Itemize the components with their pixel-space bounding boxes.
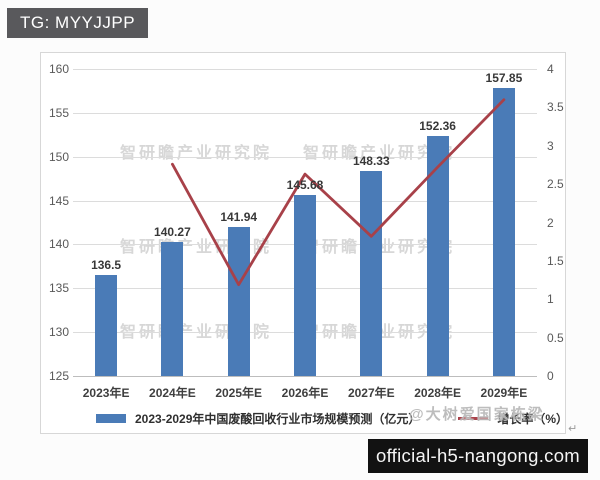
left-axis-tick: 150 bbox=[48, 149, 69, 164]
gridline bbox=[73, 156, 537, 158]
left-axis-tick: 130 bbox=[48, 325, 69, 340]
gridline bbox=[73, 69, 537, 70]
legend-growth-rate-label: 增长率（%） bbox=[497, 412, 569, 426]
paragraph-return-icon: ↵ bbox=[568, 423, 578, 435]
left-axis-tick: 160 bbox=[48, 62, 69, 76]
right-axis-tick: 2 bbox=[547, 215, 554, 230]
left-axis-tick: 140 bbox=[48, 237, 69, 252]
bar-value-label: 148.33 bbox=[352, 154, 390, 169]
left-axis-tick: 145 bbox=[48, 193, 69, 208]
right-axis-tick: 2.5 bbox=[547, 177, 564, 192]
bar-value-label: 157.85 bbox=[485, 70, 523, 85]
bar-2024年E bbox=[161, 242, 184, 376]
chart-panel: 智研瞻产业研究院智研瞻产业研究院智研瞻产业研究院智研瞻产业研究院智研瞻产业研究院… bbox=[40, 52, 577, 435]
legend-bar-swatch-icon bbox=[96, 414, 126, 423]
legend-market-size-label: 2023-2029年中国废酸回收行业市场规模预测（亿元） bbox=[135, 412, 421, 426]
x-axis-category-label: 2026年E bbox=[281, 386, 329, 400]
bar-2027年E bbox=[360, 171, 383, 376]
site-watermark-badge: official-h5-nangong.com bbox=[368, 439, 588, 473]
right-axis-tick: 3 bbox=[547, 138, 554, 153]
bar-2028年E bbox=[426, 136, 449, 376]
bar-value-label: 145.68 bbox=[286, 177, 324, 192]
left-axis-tick: 155 bbox=[48, 105, 69, 120]
right-axis-tick: 3.5 bbox=[547, 100, 564, 115]
brand-watermark-text: 智研瞻产业研究院 bbox=[119, 145, 273, 162]
x-axis-category-label: 2025年E bbox=[215, 386, 263, 400]
gridline bbox=[73, 376, 537, 377]
x-axis-category-label: 2028年E bbox=[414, 386, 461, 400]
x-axis-category-label: 2024年E bbox=[149, 386, 196, 400]
bar-2029年E bbox=[492, 87, 515, 376]
chart-legend: 2023-2029年中国废酸回收行业市场规模预测（亿元） 增长率（%） bbox=[96, 410, 568, 427]
bar-value-label: 136.5 bbox=[91, 258, 122, 273]
right-axis-tick: 0 bbox=[547, 369, 554, 383]
bar-2026年E bbox=[294, 194, 316, 376]
telegram-watermark-badge: TG: MYYJJPP bbox=[7, 8, 149, 38]
left-axis-tick: 125 bbox=[48, 369, 69, 383]
bar-value-label: 140.27 bbox=[154, 225, 191, 240]
bar-2025年E bbox=[227, 227, 250, 376]
legend-item-growth-rate: 增长率（%） bbox=[458, 410, 568, 427]
x-axis-category-label: 2027年E bbox=[347, 386, 395, 400]
bar-value-label: 152.36 bbox=[419, 119, 456, 133]
social-account-watermark: @大树爱国家栋梁 bbox=[409, 406, 545, 423]
x-axis-category-label: 2023年E bbox=[82, 386, 130, 400]
x-axis-category-label: 2029年E bbox=[480, 386, 528, 400]
legend-item-market-size: 2023-2029年中国废酸回收行业市场规模预测（亿元） bbox=[96, 410, 420, 427]
bar-2023年E bbox=[95, 275, 118, 376]
gridline bbox=[73, 112, 537, 114]
right-axis-tick: 4 bbox=[547, 62, 554, 76]
right-axis-tick: 1.5 bbox=[547, 253, 564, 268]
right-axis-tick: 0.5 bbox=[547, 330, 564, 345]
left-axis-tick: 135 bbox=[48, 281, 69, 296]
right-axis-tick: 1 bbox=[547, 292, 554, 307]
legend-line-swatch-icon bbox=[458, 417, 489, 420]
bar-value-label: 141.94 bbox=[220, 210, 258, 225]
